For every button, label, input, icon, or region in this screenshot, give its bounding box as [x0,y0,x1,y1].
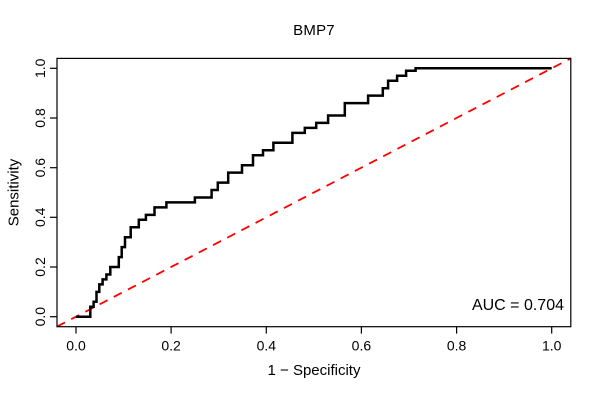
y-tick-label: 0.6 [32,158,48,178]
y-tick-label: 0.2 [32,257,48,277]
x-tick-label: 0.6 [352,338,372,354]
roc-curve-line [76,67,552,318]
x-tick-label: 0.4 [257,338,277,354]
x-tick-label: 0.8 [447,338,467,354]
auc-annotation: AUC = 0.704 [471,297,564,314]
y-tick-label: 0.4 [32,207,48,227]
x-tick-label: 0.2 [161,338,181,354]
y-axis-title: Sensitivity [5,158,23,227]
y-tick-label: 1.0 [32,58,48,78]
x-axis-title: 1 − Specificity [267,362,361,379]
y-tick-label: 0.0 [32,307,48,327]
plot-box [56,57,572,328]
chart-title: BMP7 [293,22,335,39]
y-tick-label: 0.8 [32,108,48,128]
x-tick-label: 1.0 [542,338,562,354]
diagonal-reference-line [56,57,572,328]
x-tick-label: 0.0 [66,338,86,354]
